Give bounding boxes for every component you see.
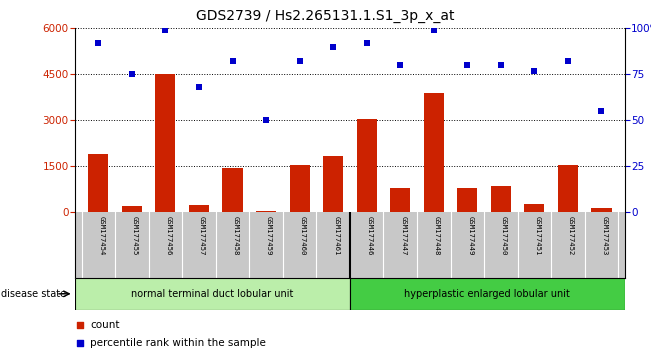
- Point: [261, 118, 271, 123]
- Bar: [350, 278, 625, 310]
- Text: GSM177452: GSM177452: [568, 216, 574, 255]
- Point: [75, 322, 85, 328]
- Point: [227, 59, 238, 64]
- Bar: [256, 211, 276, 212]
- Point: [294, 59, 305, 64]
- Bar: [558, 165, 578, 212]
- Point: [361, 40, 372, 46]
- Point: [529, 68, 540, 74]
- Text: GSM177448: GSM177448: [434, 216, 440, 255]
- Point: [194, 84, 204, 90]
- Point: [75, 340, 85, 346]
- Point: [127, 72, 137, 77]
- Text: GSM177454: GSM177454: [98, 216, 104, 255]
- Text: GSM177446: GSM177446: [367, 216, 372, 255]
- Point: [495, 62, 506, 68]
- Bar: [424, 93, 444, 212]
- Text: GSM177455: GSM177455: [132, 216, 138, 255]
- Text: normal terminal duct lobular unit: normal terminal duct lobular unit: [132, 289, 294, 299]
- Bar: [156, 74, 176, 212]
- Point: [328, 44, 339, 50]
- Text: count: count: [90, 320, 120, 330]
- Bar: [89, 154, 109, 212]
- Bar: [591, 209, 611, 212]
- Point: [562, 59, 573, 64]
- Point: [428, 27, 439, 33]
- Bar: [223, 168, 243, 212]
- Text: GSM177461: GSM177461: [333, 216, 339, 255]
- Bar: [323, 156, 343, 212]
- Text: GSM177447: GSM177447: [400, 216, 406, 255]
- Point: [93, 40, 104, 46]
- Point: [160, 27, 171, 33]
- Text: GSM177457: GSM177457: [199, 216, 205, 255]
- Text: percentile rank within the sample: percentile rank within the sample: [90, 338, 266, 348]
- Point: [462, 62, 473, 68]
- Text: GSM177456: GSM177456: [165, 216, 171, 255]
- Text: GSM177451: GSM177451: [534, 216, 540, 255]
- Bar: [457, 188, 477, 212]
- Bar: [357, 119, 377, 212]
- Text: GSM177449: GSM177449: [467, 216, 473, 255]
- Text: GSM177450: GSM177450: [501, 216, 507, 255]
- Point: [395, 62, 406, 68]
- Bar: [122, 206, 142, 212]
- Bar: [189, 205, 209, 212]
- Bar: [491, 186, 511, 212]
- Text: disease state: disease state: [1, 289, 66, 299]
- Text: hyperplastic enlarged lobular unit: hyperplastic enlarged lobular unit: [404, 289, 570, 299]
- Text: GSM177453: GSM177453: [602, 216, 607, 255]
- Bar: [290, 165, 310, 212]
- Text: GDS2739 / Hs2.265131.1.S1_3p_x_at: GDS2739 / Hs2.265131.1.S1_3p_x_at: [196, 9, 455, 23]
- Bar: [75, 278, 350, 310]
- Bar: [524, 204, 544, 212]
- Text: GSM177460: GSM177460: [299, 216, 305, 255]
- Text: GSM177458: GSM177458: [232, 216, 238, 255]
- Text: GSM177459: GSM177459: [266, 216, 272, 255]
- Point: [596, 108, 607, 114]
- Bar: [390, 188, 410, 212]
